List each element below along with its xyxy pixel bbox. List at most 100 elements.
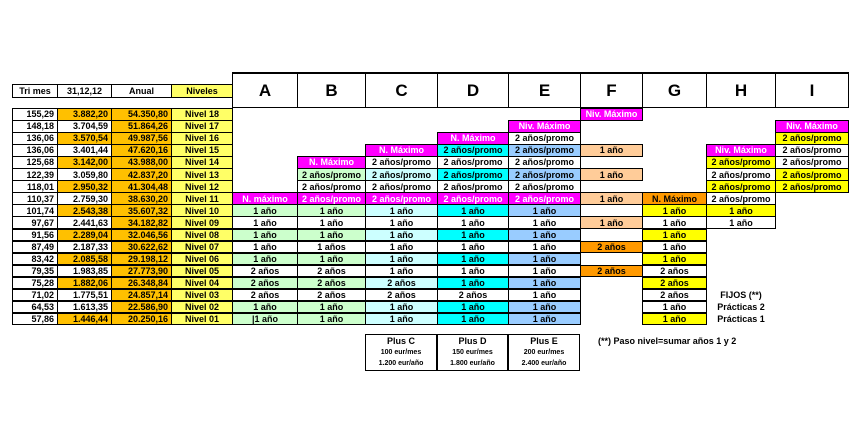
level-cell: 2 años/promo: [365, 168, 438, 181]
plus-box: [508, 334, 580, 371]
left-cell: 75,28: [12, 276, 58, 290]
left-cell: 1.613,35: [57, 300, 112, 314]
column-header: C: [365, 72, 438, 108]
plus-yearly: 2.400 eur/año: [521, 360, 567, 367]
side-label: Prácticas 2: [717, 302, 765, 313]
level-cell: 1 año: [580, 144, 643, 157]
level-cell: 1 año: [642, 204, 707, 217]
left-cell: 71,02: [12, 288, 58, 302]
level-cell: 1 año: [642, 240, 707, 254]
left-cell: 41.304,48: [111, 180, 172, 193]
level-cell: 1 año: [508, 276, 581, 290]
level-cell: N. Máximo: [297, 156, 366, 169]
level-cell: 1 año: [437, 312, 509, 326]
level-cell: 1 año: [232, 300, 298, 314]
level-cell: 1 año: [232, 252, 298, 266]
level-cell: 1 año: [365, 240, 438, 254]
left-cell: 101,74: [12, 204, 58, 217]
plus-title: Plus C: [386, 336, 415, 346]
column-header: D: [437, 72, 509, 108]
level-cell: 2 años/promo: [365, 192, 438, 205]
level-cell: 1 año: [365, 228, 438, 241]
level-cell: 2 años/promo: [437, 168, 509, 181]
side-label: FIJOS (**): [720, 290, 762, 300]
left-cell: 3.704,59: [57, 120, 112, 133]
level-cell: 1 años: [297, 240, 366, 254]
plus-monthly: 200 eur/mes: [523, 349, 565, 356]
left-cell: Nivel 09: [171, 216, 233, 229]
left-cell: 1.882,06: [57, 276, 112, 290]
level-cell: 1 año: [437, 216, 509, 229]
plus-yearly: 1.800 eur/año: [450, 360, 495, 367]
left-cell: 22.586,90: [111, 300, 172, 314]
level-cell: 1 año: [297, 228, 366, 241]
note: (**) Paso nivel=sumar años 1 y 2: [598, 336, 737, 346]
level-cell: 1 año: [437, 252, 509, 266]
left-cell: Nivel 12: [171, 180, 233, 193]
level-cell: 2 años/promo: [706, 180, 776, 193]
left-cell: 24.857,14: [111, 288, 172, 302]
level-cell: 1 año: [642, 216, 707, 229]
level-cell: 1 año: [297, 312, 366, 326]
level-cell: Niv. Máximo: [508, 120, 581, 133]
level-cell: 2 años: [580, 264, 643, 278]
column-header: G: [642, 72, 707, 108]
plus-title: Plus D: [458, 336, 487, 346]
level-cell: 1 año: [642, 252, 707, 266]
left-cell: Nivel 02: [171, 300, 233, 314]
left-cell: Nivel 01: [171, 312, 233, 326]
level-cell: 1 año: [232, 204, 298, 217]
left-cell: Nivel 15: [171, 144, 233, 157]
plus-monthly: 100 eur/mes: [380, 349, 422, 356]
column-header: I: [775, 72, 849, 108]
level-cell: N. Máximo: [642, 192, 707, 205]
left-cell: 57,86: [12, 312, 58, 326]
left-cell: 1.446,44: [57, 312, 112, 326]
level-cell: |1 año: [232, 312, 298, 326]
level-cell: 1 año: [706, 216, 776, 229]
level-cell: 1 año: [437, 276, 509, 290]
level-cell: 2 años: [642, 276, 707, 290]
level-cell: 2 años/promo: [508, 180, 581, 193]
level-cell: 1 año: [365, 264, 438, 278]
left-cell: Nivel 05: [171, 264, 233, 278]
left-cell: 148,18: [12, 120, 58, 133]
level-cell: 1 año: [297, 300, 366, 314]
level-cell: 2 años: [365, 276, 438, 290]
left-cell: 43.988,00: [111, 156, 172, 169]
level-cell: 1 año: [437, 264, 509, 278]
left-cell: 47.620,16: [111, 144, 172, 157]
column-header: E: [508, 72, 581, 108]
level-cell: 1 año: [437, 204, 509, 217]
left-cell: 79,35: [12, 264, 58, 278]
level-cell: N. Máximo: [365, 144, 438, 157]
level-cell: 1 año: [642, 312, 707, 326]
level-cell: 1 año: [365, 216, 438, 229]
level-cell: Niv. Máximo: [775, 120, 849, 133]
level-cell: 2 años: [437, 288, 509, 302]
plus-box: [437, 334, 508, 371]
level-cell: 1 año: [580, 168, 643, 181]
level-cell: 1 año: [508, 252, 581, 266]
level-cell: N. máximo: [232, 192, 298, 205]
left-cell: 49.987,56: [111, 132, 172, 145]
left-cell: 51.864,26: [111, 120, 172, 133]
level-cell: 1 año: [642, 228, 707, 241]
level-cell: 2 años/promo: [775, 132, 849, 145]
level-cell: 2 años/promo: [297, 168, 366, 181]
level-cell: 2 años/promo: [365, 180, 438, 193]
level-cell: 2 años/promo: [775, 144, 849, 157]
left-cell: 1.775,51: [57, 288, 112, 302]
left-cell: Nivel 16: [171, 132, 233, 145]
level-cell: 2 años: [642, 264, 707, 278]
left-cell: 42.837,20: [111, 168, 172, 181]
left-cell: 91,56: [12, 228, 58, 241]
left-cell: Nivel 18: [171, 108, 233, 121]
left-cell: 155,29: [12, 108, 58, 121]
left-cell: 125,68: [12, 156, 58, 169]
left-cell: 2.950,32: [57, 180, 112, 193]
left-cell: Nivel 10: [171, 204, 233, 217]
left-cell: 54.350,80: [111, 108, 172, 121]
level-cell: 2 años/promo: [437, 192, 509, 205]
